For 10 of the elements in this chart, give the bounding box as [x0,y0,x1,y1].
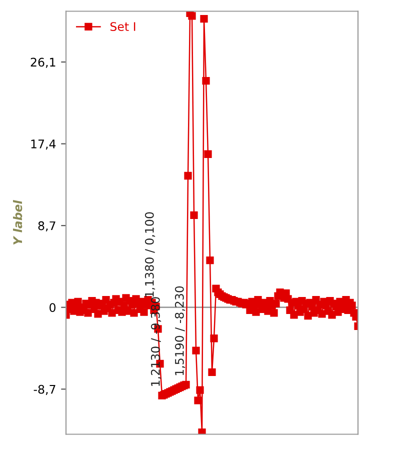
annotation: 1,2130 / -9,380 [150,297,162,386]
annotation: 1,1380 / 0,100 [144,212,156,297]
legend-label: Set I [110,22,136,32]
y-tick-label: 0 [50,303,56,312]
annotation: 1,5190 / -8,230 [174,286,186,376]
y-tick-label: 17,4 [31,140,56,150]
y-tick-label: 26,1 [30,58,56,68]
y-tick-label: 8,7 [38,221,56,232]
y-axis-title: Y label [13,200,22,245]
y-tick-label: -8,7 [34,384,56,395]
